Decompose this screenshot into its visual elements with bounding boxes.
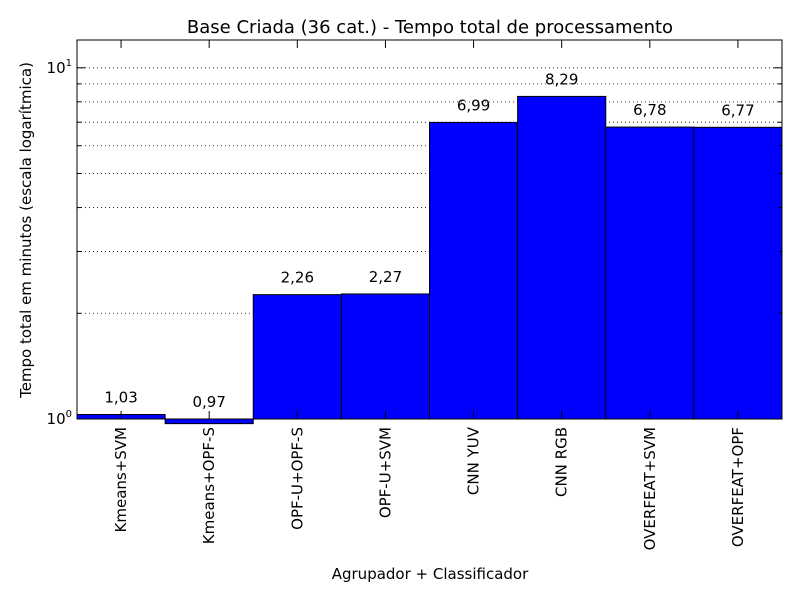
chart-title: Base Criada (36 cat.) - Tempo total de p… bbox=[187, 17, 673, 38]
data-label: 2,26 bbox=[281, 269, 314, 287]
x-tick-label: OVERFEAT+OPF bbox=[729, 427, 747, 547]
data-label: 6,78 bbox=[633, 101, 666, 119]
x-tick-label: OPF-U+OPF-S bbox=[288, 427, 306, 530]
bars bbox=[76, 95, 783, 425]
x-tick-label: OPF-U+SVM bbox=[376, 427, 394, 518]
y-tick-label-base: 10 bbox=[47, 410, 66, 428]
data-label: 6,99 bbox=[457, 96, 490, 114]
bar bbox=[340, 293, 430, 420]
x-axis-label: Agrupador + Classificador bbox=[332, 565, 529, 583]
data-label: 0,97 bbox=[192, 393, 225, 411]
y-tick-label-base: 10 bbox=[47, 59, 66, 77]
bar bbox=[693, 126, 783, 420]
x-tick-label: Kmeans+OPF-S bbox=[200, 427, 218, 544]
x-tick-label: CNN YUV bbox=[465, 426, 483, 495]
axis-ticks bbox=[77, 40, 782, 420]
x-tick-label: CNN RGB bbox=[553, 427, 571, 497]
y-axis-label: Tempo total em minutos (escala logarítmi… bbox=[17, 62, 35, 399]
data-label: 8,29 bbox=[545, 70, 578, 88]
y-tick-label-exponent: 1 bbox=[66, 58, 72, 69]
y-tick-label: 100 bbox=[47, 409, 72, 428]
bar bbox=[517, 95, 607, 420]
data-label: 1,03 bbox=[104, 388, 137, 406]
bar bbox=[605, 126, 695, 420]
y-tick-label: 101 bbox=[47, 58, 72, 77]
data-label: 6,77 bbox=[721, 101, 754, 119]
plot-frame bbox=[76, 39, 783, 420]
x-tick-label: Kmeans+SVM bbox=[112, 427, 130, 532]
y-tick-label-exponent: 0 bbox=[66, 409, 72, 420]
bar bbox=[252, 294, 342, 420]
data-label: 2,27 bbox=[369, 268, 402, 286]
bar bbox=[429, 121, 519, 420]
value-labels: 1,03 0,97 2,26 2,27 6,99 8,29 6,78 6,77 bbox=[104, 70, 754, 411]
x-tick-label: OVERFEAT+SVM bbox=[641, 427, 659, 550]
x-tick-labels: Kmeans+SVM Kmeans+OPF-S OPF-U+OPF-S OPF-U+S… bbox=[112, 426, 747, 550]
bar bbox=[164, 418, 254, 425]
